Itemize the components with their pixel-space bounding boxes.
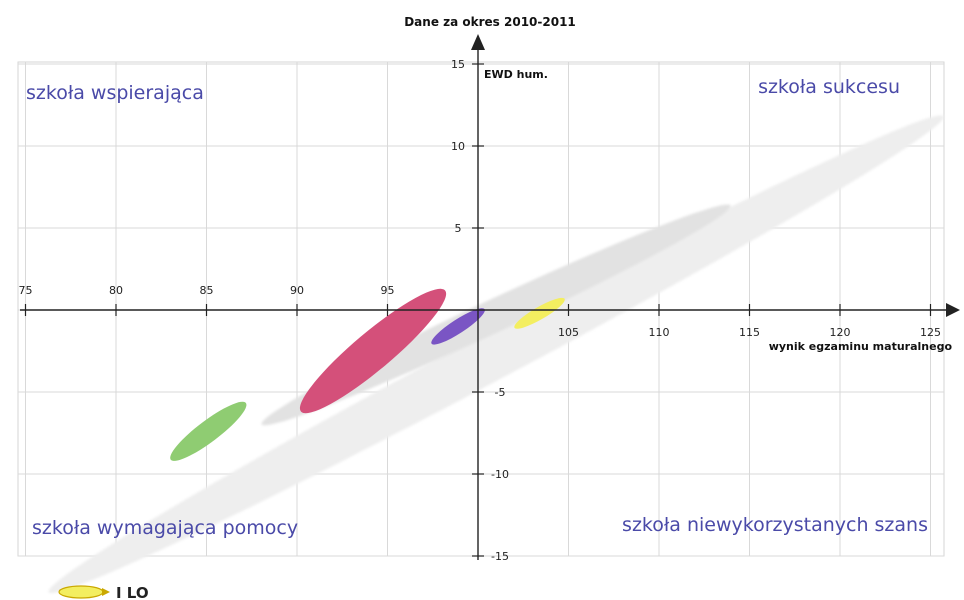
y-tick-label: 5: [455, 222, 462, 235]
x-axis-label: wynik egzaminu maturalnego: [769, 340, 953, 353]
y-tick-label: -5: [495, 386, 506, 399]
quadrant-labels: szkoła wspierająca szkoła sukcesu szkoła…: [26, 76, 928, 539]
quadrant-bottom-right: szkoła niewykorzystanych szans: [622, 514, 928, 536]
y-axis-label: EWD hum.: [484, 68, 548, 81]
quadrant-top-right: szkoła sukcesu: [758, 76, 900, 98]
quadrant-bottom-left: szkoła wymagająca pomocy: [32, 517, 298, 539]
y-tick-label: 10: [451, 140, 465, 153]
ellipse-0: [48, 115, 944, 594]
x-tick-label: 80: [109, 284, 123, 297]
quadrant-top-left: szkoła wspierająca: [26, 82, 204, 104]
ellipse-4: [431, 308, 485, 345]
y-axis-arrow-icon: [471, 34, 485, 50]
x-tick-label: 115: [739, 326, 760, 339]
x-tick-label: 105: [558, 326, 579, 339]
ellipses: [48, 115, 944, 594]
x-tick-label: 120: [830, 326, 851, 339]
ellipse-3: [299, 288, 447, 414]
y-tick-label: -15: [491, 550, 509, 563]
axes: [20, 34, 960, 560]
legend-arrow-icon: [102, 588, 110, 596]
ellipse-5: [514, 297, 565, 329]
x-axis-arrow-icon: [946, 303, 960, 317]
y-tick-label: -10: [491, 468, 509, 481]
x-tick-label: 95: [381, 284, 395, 297]
y-tick-label: 15: [451, 58, 465, 71]
chart-title: Dane za okres 2010-2011: [404, 15, 576, 29]
x-tick-label: 85: [200, 284, 214, 297]
x-tick-label: 110: [649, 326, 670, 339]
legend-label-i-lo: I LO: [116, 584, 149, 600]
legend-swatch-i-lo: [58, 585, 104, 599]
legend: I LO: [58, 584, 149, 600]
ellipse-2: [170, 401, 247, 461]
x-tick-label: 125: [920, 326, 941, 339]
x-tick-label: 75: [19, 284, 33, 297]
x-tick-label: 90: [290, 284, 304, 297]
